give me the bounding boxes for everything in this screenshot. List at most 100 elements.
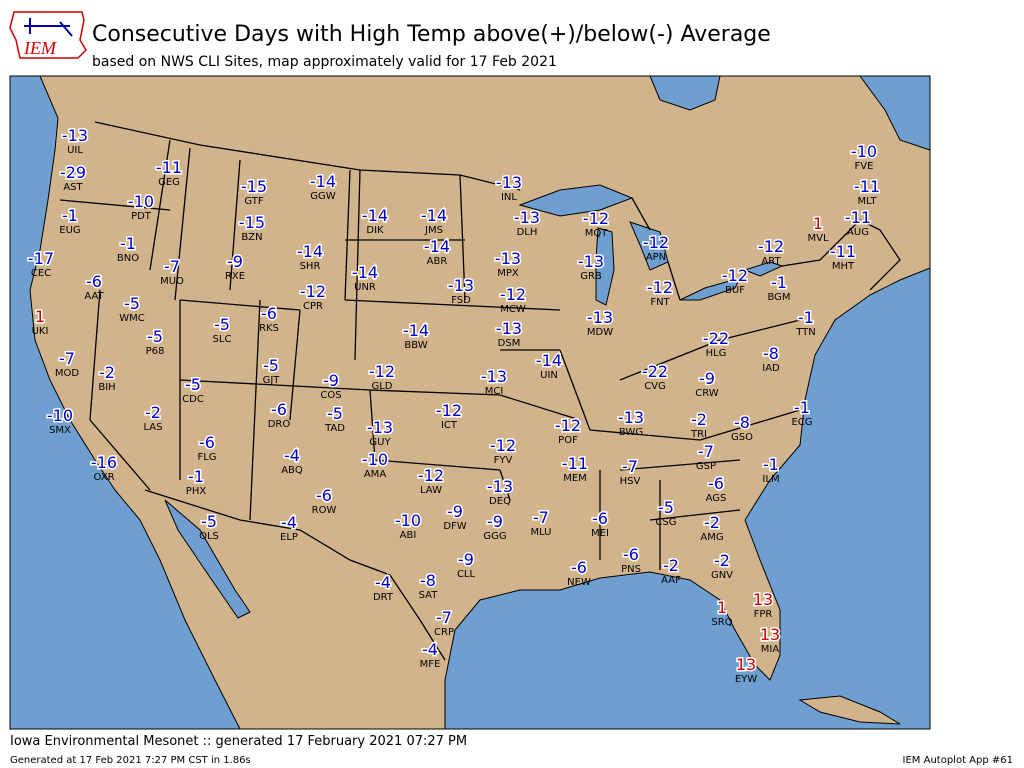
station-value: -13 — [496, 319, 522, 338]
credit: Iowa Environmental Mesonet :: generated … — [10, 734, 467, 749]
station-code: NEW — [567, 577, 591, 588]
station-code: CLL — [457, 569, 476, 580]
station-value: -7 — [59, 349, 75, 368]
station-value: -13 — [62, 126, 88, 145]
station-value: -4 — [422, 640, 438, 659]
station-code: LAS — [144, 422, 163, 433]
station-code: SRQ — [711, 617, 732, 628]
mexico-border — [144, 489, 446, 661]
station-value: -1 — [771, 273, 787, 292]
station-value: -12 — [500, 285, 526, 304]
station-value: -12 — [369, 362, 395, 381]
station-code: GGW — [310, 191, 335, 202]
station-code: AGS — [706, 493, 727, 504]
station-value: -9 — [227, 252, 243, 271]
station-value: -9 — [447, 502, 463, 521]
stations: UIL-13AST-29GEG-11GTF-15GGW-14PDT-10EUG-… — [26, 125, 881, 686]
station-code: MEI — [591, 528, 609, 539]
station-code: AST — [63, 182, 83, 193]
station-value: -6 — [316, 486, 332, 505]
station-value: 13 — [753, 590, 773, 609]
station-code: FPR — [754, 609, 773, 620]
station-value: -12 — [643, 233, 669, 252]
station-value: -13 — [496, 173, 522, 192]
station-code: UKI — [32, 326, 49, 337]
station-code: CRW — [695, 388, 719, 399]
station-value: -14 — [403, 321, 429, 340]
station-value: -6 — [199, 433, 215, 452]
station-value: 1 — [35, 307, 45, 326]
station-value: -9 — [487, 512, 503, 531]
station-value: -2 — [704, 513, 720, 532]
station-value: -22 — [703, 329, 729, 348]
station-value: -13 — [587, 308, 613, 327]
station-code: UIL — [67, 145, 83, 156]
station-code: MCI — [485, 386, 504, 397]
station-code: RXE — [225, 271, 245, 282]
station-code: OLS — [199, 531, 219, 542]
station-value: -13 — [578, 252, 604, 271]
station-code: BBW — [404, 340, 427, 351]
station-value: -1 — [798, 308, 814, 327]
station-value: -1 — [62, 206, 78, 225]
station-value: -15 — [239, 213, 265, 232]
station-code: BNO — [117, 253, 139, 264]
station-code: BWG — [619, 427, 643, 438]
station-code: WMC — [119, 313, 145, 324]
station-value: -1 — [763, 455, 779, 474]
station-value: -7 — [164, 257, 180, 276]
station-value: -5 — [658, 498, 674, 517]
station-code: MQT — [585, 228, 608, 239]
station-code: P68 — [146, 346, 165, 357]
station-value: -11 — [845, 208, 871, 227]
station-value: 13 — [760, 625, 780, 644]
station-code: CPR — [303, 301, 323, 312]
station-code: PHX — [186, 486, 207, 497]
station-code: HLG — [706, 348, 727, 359]
station-value: -13 — [618, 408, 644, 427]
station-code: MCW — [500, 304, 526, 315]
station-code: MOD — [55, 368, 79, 379]
station-code: SLC — [213, 334, 232, 345]
station-value: -12 — [583, 209, 609, 228]
station-value: -14 — [536, 351, 562, 370]
station-value: -13 — [448, 276, 474, 295]
station-code: ELP — [280, 532, 298, 543]
station-value: -7 — [698, 442, 714, 461]
station-value: -2 — [663, 556, 679, 575]
station-value: -10 — [851, 142, 877, 161]
station-value: -2 — [691, 410, 707, 429]
station-value: -14 — [424, 237, 450, 256]
station-code: ABQ — [281, 465, 303, 476]
station-value: -13 — [367, 418, 393, 437]
station-code: MIA — [761, 644, 780, 655]
station-value: -6 — [261, 304, 277, 323]
station-code: IAD — [762, 363, 780, 374]
station-code: CDC — [182, 394, 204, 405]
station-code: UNR — [354, 282, 376, 293]
station-value: -5 — [263, 356, 279, 375]
station-value: -12 — [418, 466, 444, 485]
station-value: -6 — [623, 545, 639, 564]
station-code: MEM — [563, 473, 587, 484]
station-value: -9 — [699, 369, 715, 388]
station-code: OXR — [93, 472, 114, 483]
subtitle: based on NWS CLI Sites, map approximatel… — [92, 54, 557, 70]
station-value: -13 — [495, 249, 521, 268]
station-code: DSM — [498, 338, 521, 349]
station-value: -10 — [47, 406, 73, 425]
station-value: -8 — [420, 571, 436, 590]
station-code: POF — [558, 435, 578, 446]
station-code: SMX — [49, 425, 71, 436]
station-value: -29 — [60, 163, 86, 182]
station-code: AMA — [364, 469, 386, 480]
station-code: ROW — [312, 505, 337, 516]
station-code: DLH — [517, 227, 538, 238]
station-value: -11 — [854, 177, 880, 196]
pacific — [9, 75, 241, 730]
station-code: FLG — [197, 452, 216, 463]
cuba — [798, 695, 901, 725]
station-value: -1 — [120, 234, 136, 253]
station-code: BZN — [241, 232, 262, 243]
logo-mark — [24, 18, 73, 37]
